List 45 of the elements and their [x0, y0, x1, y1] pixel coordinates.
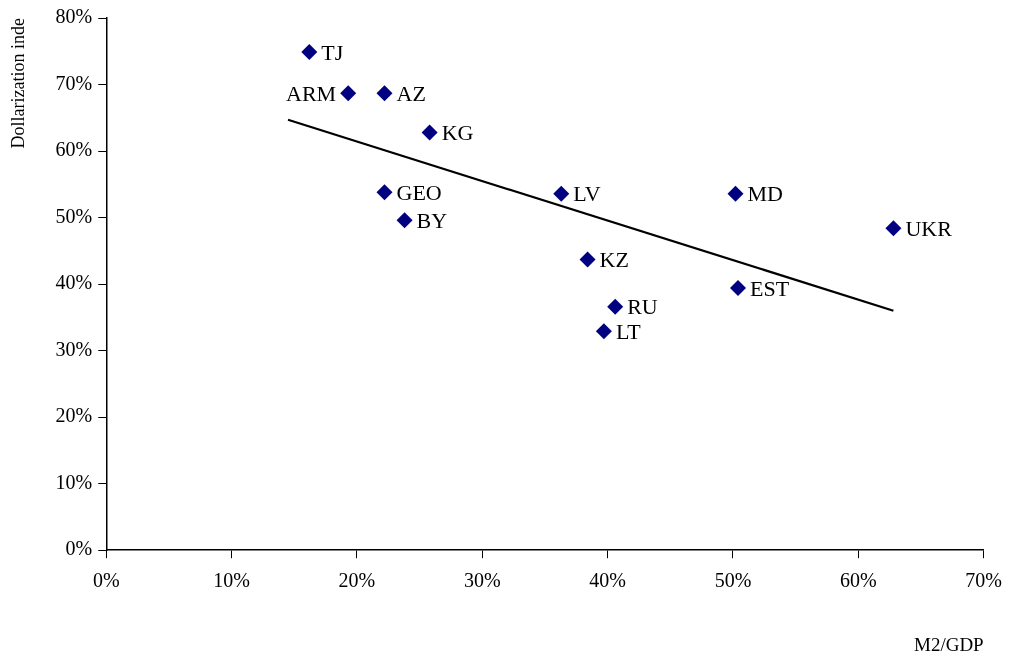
x-axis-title: M2/GDP: [913, 633, 984, 655]
point: [376, 184, 393, 201]
point: [885, 220, 902, 237]
y-tick-label: 10%: [55, 470, 93, 493]
x-tick-label: 60%: [839, 569, 877, 592]
y-tick-label: 40%: [55, 271, 93, 294]
y-axis-title: Dollarization inde: [7, 18, 28, 149]
annotation: MD: [747, 181, 783, 207]
annotation: RU: [627, 294, 658, 320]
point: [607, 298, 624, 315]
x-tick-label: 10%: [213, 569, 250, 592]
x-tick-label: 20%: [338, 569, 376, 592]
y-tick-label: 30%: [55, 337, 93, 360]
point: [340, 85, 357, 102]
point: [396, 212, 413, 229]
y-tick-label: 0%: [65, 537, 93, 560]
point: [376, 85, 393, 102]
x-tick-label: 40%: [589, 569, 626, 592]
point: [730, 280, 746, 297]
point: [727, 185, 744, 202]
point: [595, 323, 612, 340]
y-tick-label: 50%: [55, 204, 93, 227]
x-tick-label: 0%: [92, 569, 120, 592]
annotation: UKR: [905, 216, 953, 241]
y-tick-label: 20%: [55, 404, 93, 427]
annotation: ARM: [286, 80, 337, 106]
annotation: LT: [615, 319, 642, 345]
annotation: TJ: [321, 39, 344, 65]
annotation: AZ: [396, 80, 426, 106]
annotation: EST: [750, 275, 790, 301]
y-tick-label: 80%: [55, 5, 93, 28]
x-tick-label: 50%: [714, 569, 752, 592]
annotation: GEO: [396, 180, 442, 206]
annotation: BY: [416, 208, 448, 234]
y-tick-label: 60%: [55, 138, 93, 161]
point: [421, 124, 438, 141]
point: [301, 43, 318, 60]
point: [553, 185, 570, 202]
point: [579, 251, 596, 268]
x-tick-label: 30%: [463, 569, 501, 592]
annotation: LV: [573, 181, 601, 207]
annotation: KG: [441, 120, 474, 146]
x-tick-label: 70%: [965, 569, 1003, 592]
annotation: KZ: [599, 247, 629, 273]
y-tick-label: 70%: [55, 71, 93, 94]
